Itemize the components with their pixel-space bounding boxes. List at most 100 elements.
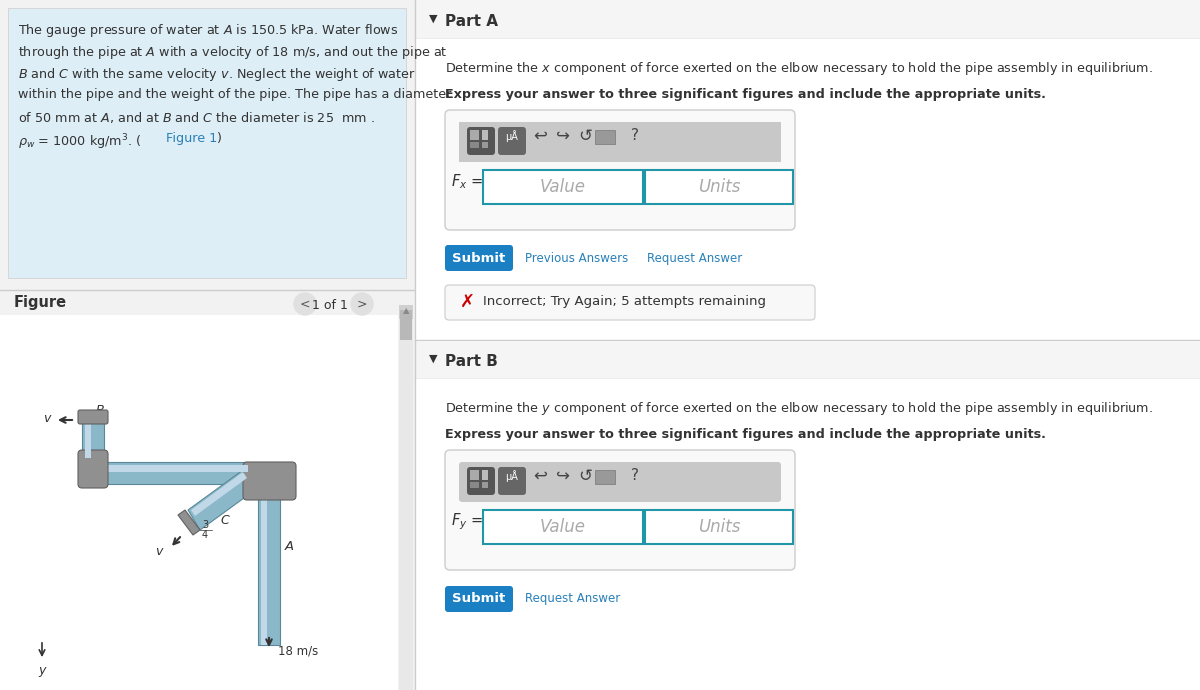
FancyBboxPatch shape (445, 245, 514, 271)
Text: ▼: ▼ (430, 354, 438, 364)
Bar (415, 341, 1200, 379)
Text: $C$: $C$ (220, 514, 230, 527)
Text: Submit: Submit (452, 593, 505, 606)
Text: 1 of 1: 1 of 1 (312, 299, 348, 312)
Text: $v$: $v$ (155, 545, 164, 558)
Bar (85, 420, 91, 458)
Text: Incorrect; Try Again; 5 attempts remaining: Incorrect; Try Again; 5 attempts remaini… (482, 295, 766, 308)
Text: 18 m/s: 18 m/s (278, 645, 318, 658)
Polygon shape (188, 470, 256, 530)
Bar (458, 122, 781, 162)
FancyBboxPatch shape (78, 450, 108, 488)
Bar (398, 305, 413, 319)
FancyBboxPatch shape (498, 467, 526, 495)
Text: within the pipe and the weight of the pipe. The pipe has a diameter: within the pipe and the weight of the pi… (18, 88, 451, 101)
Polygon shape (191, 472, 247, 516)
Bar (470, 470, 479, 480)
Bar (415, 1, 1200, 39)
Text: The gauge pressure of water at $\mathit{A}$ is 150.5 kPa. Water flows: The gauge pressure of water at $\mathit{… (18, 22, 398, 39)
FancyBboxPatch shape (445, 110, 796, 230)
Text: Request Answer: Request Answer (647, 252, 743, 265)
Text: 3: 3 (202, 520, 208, 530)
Text: Units: Units (698, 518, 740, 536)
Bar (482, 482, 488, 488)
Text: $y$: $y$ (38, 665, 48, 679)
Text: ↪: ↪ (556, 467, 570, 485)
Text: $B$: $B$ (95, 404, 104, 417)
Text: Value: Value (540, 178, 586, 196)
Text: ▼: ▼ (430, 14, 438, 24)
Polygon shape (178, 510, 200, 535)
Bar (398, 305, 413, 690)
FancyBboxPatch shape (78, 410, 108, 424)
Bar (646, 170, 793, 204)
Text: Previous Answers: Previous Answers (526, 252, 629, 265)
Text: ↪: ↪ (556, 127, 570, 145)
Bar (0, 315, 398, 690)
Text: through the pipe at $\mathit{A}$ with a velocity of 18 m/s, and out the pipe at: through the pipe at $\mathit{A}$ with a … (18, 44, 448, 61)
Text: Part B: Part B (445, 354, 498, 369)
Bar (82, 420, 104, 458)
Bar (482, 130, 488, 140)
FancyBboxPatch shape (467, 467, 496, 495)
Text: Value: Value (540, 518, 586, 536)
Text: $v$: $v$ (43, 412, 53, 425)
Text: μÅ: μÅ (505, 130, 518, 142)
Text: $A$: $A$ (284, 540, 295, 553)
Bar (258, 490, 280, 645)
Bar (415, 39, 1200, 379)
Bar (470, 482, 479, 488)
Text: ▲: ▲ (403, 306, 409, 315)
Bar (415, 0, 1200, 690)
Bar (595, 470, 616, 484)
Circle shape (294, 293, 316, 315)
Text: ✗: ✗ (460, 293, 474, 311)
Text: Request Answer: Request Answer (526, 592, 620, 605)
FancyBboxPatch shape (445, 285, 815, 320)
Text: Units: Units (698, 178, 740, 196)
Bar (482, 510, 643, 544)
Bar (415, 379, 1200, 690)
Text: >: > (356, 297, 367, 310)
Text: $\rho_w$ = 1000 kg/m$^3$. (: $\rho_w$ = 1000 kg/m$^3$. ( (18, 132, 142, 152)
Bar (0, 0, 415, 690)
Text: Part A: Part A (445, 14, 498, 29)
Circle shape (352, 293, 373, 315)
Bar (595, 130, 616, 144)
Text: Determine the $y$ component of force exerted on the elbow necessary to hold the : Determine the $y$ component of force exe… (445, 400, 1153, 417)
Text: ?: ? (631, 128, 640, 144)
FancyBboxPatch shape (458, 462, 781, 502)
Bar (103, 465, 248, 472)
Bar (646, 510, 793, 544)
Bar (262, 490, 266, 645)
Text: Determine the $x$ component of force exerted on the elbow necessary to hold the : Determine the $x$ component of force exe… (445, 60, 1153, 77)
FancyBboxPatch shape (467, 127, 496, 155)
Bar (470, 142, 479, 148)
Text: Figure 1: Figure 1 (166, 132, 217, 145)
Bar (482, 142, 488, 148)
Text: Submit: Submit (452, 251, 505, 264)
Text: 4: 4 (202, 530, 208, 540)
Text: Express your answer to three significant figures and include the appropriate uni: Express your answer to three significant… (445, 428, 1046, 441)
Bar (415, 622, 1200, 690)
FancyBboxPatch shape (242, 462, 296, 500)
Text: ): ) (216, 132, 221, 145)
Bar (482, 170, 643, 204)
Text: Express your answer to three significant figures and include the appropriate uni: Express your answer to three significant… (445, 88, 1046, 101)
Text: ↺: ↺ (578, 467, 592, 485)
Text: Figure: Figure (14, 295, 67, 310)
Text: ↩: ↩ (533, 467, 547, 485)
FancyBboxPatch shape (498, 127, 526, 155)
Text: $F_y$ =: $F_y$ = (451, 512, 484, 532)
Text: <: < (300, 297, 311, 310)
Text: ?: ? (631, 469, 640, 484)
Text: of 50 mm at $\mathit{A}$, and at $\mathit{B}$ and $\mathit{C}$ the diameter is 2: of 50 mm at $\mathit{A}$, and at $\mathi… (18, 110, 374, 125)
Text: ↩: ↩ (533, 127, 547, 145)
FancyBboxPatch shape (445, 450, 796, 570)
FancyBboxPatch shape (458, 122, 781, 162)
FancyBboxPatch shape (445, 586, 514, 612)
Text: $F_x$ =: $F_x$ = (451, 172, 484, 191)
Text: $\mathit{B}$ and $\mathit{C}$ with the same velocity $\mathit{v}$. Neglect the w: $\mathit{B}$ and $\mathit{C}$ with the s… (18, 66, 416, 83)
Bar (8, 8, 406, 278)
Bar (100, 462, 248, 484)
